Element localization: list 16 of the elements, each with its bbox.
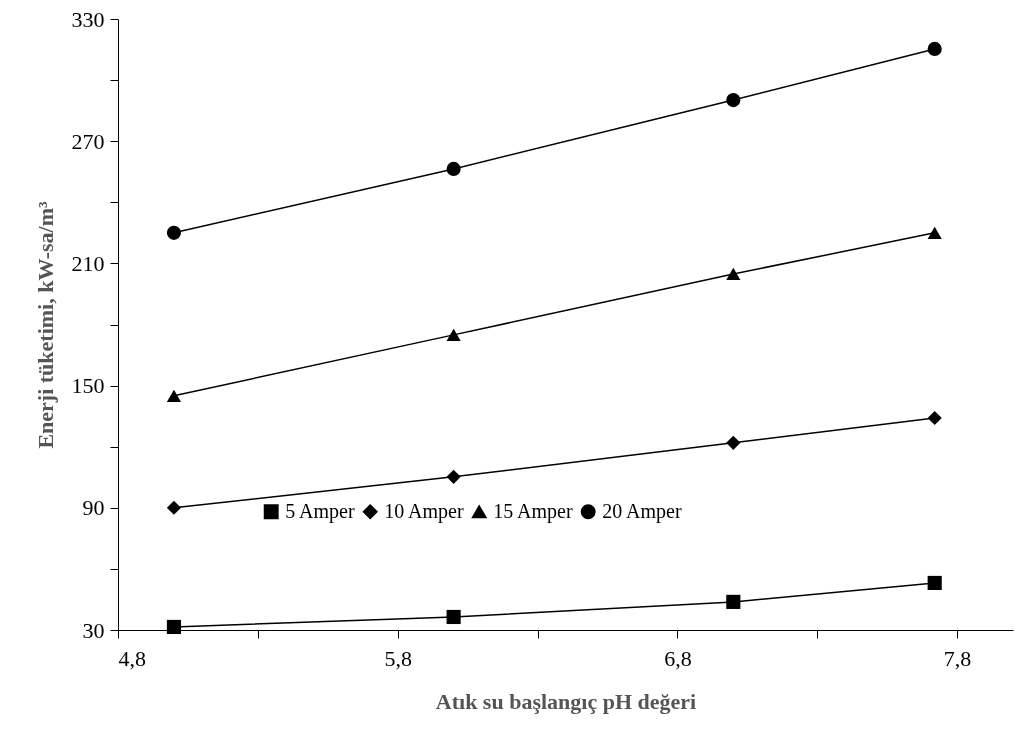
x-axis-title: Atık su başlangıç pH değeri — [435, 688, 697, 714]
y-tick-label: 270 — [71, 128, 105, 154]
y-tick-label: 30 — [82, 617, 105, 643]
x-tick-label: 7,8 — [943, 645, 972, 671]
legend-label: 5 Amper — [285, 499, 355, 523]
y-tick-label: 150 — [71, 373, 105, 399]
y-axis-title: Enerji tüketimi, kW-sa/m³ — [32, 201, 58, 449]
x-tick-label: 5,8 — [384, 645, 412, 671]
y-tick-label: 330 — [71, 6, 105, 32]
y-tick-label: 210 — [71, 250, 105, 276]
legend-label: 10 Amper — [384, 499, 464, 523]
legend-label: 20 Amper — [602, 499, 682, 523]
legend-label: 15 Amper — [493, 499, 573, 523]
x-tick-label: 4,8 — [118, 645, 146, 671]
y-tick-label: 90 — [82, 495, 105, 521]
x-tick-label: 6,8 — [664, 645, 692, 671]
